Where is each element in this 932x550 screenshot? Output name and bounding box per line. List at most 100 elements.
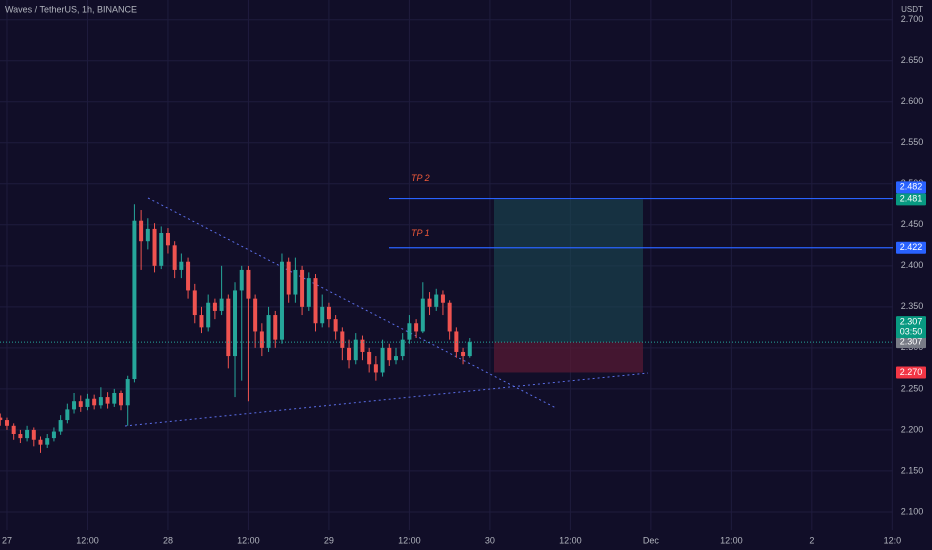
x-tick-label: 27 [2, 535, 12, 545]
candle-body [239, 269, 244, 291]
candle-body [279, 261, 284, 340]
candle-body [145, 228, 150, 242]
candle-body [51, 431, 56, 439]
y-tick-label: 2.600 [901, 96, 924, 106]
candle-body [266, 315, 271, 348]
candle-body [132, 220, 137, 380]
y-tick-label: 2.100 [901, 506, 924, 516]
candle-body [58, 420, 63, 432]
candle-body [313, 278, 318, 324]
y-tick-label: 2.650 [901, 55, 924, 65]
x-tick-label: 30 [485, 535, 495, 545]
candle-body [206, 302, 211, 328]
y-tick-label: 2.250 [901, 383, 924, 393]
candle-body [0, 417, 3, 421]
candle-body [467, 342, 472, 357]
candle-body [72, 401, 77, 410]
candle-body [253, 298, 258, 332]
candle-body [179, 261, 184, 270]
x-tick-label: 12:00 [398, 535, 421, 545]
candle-body [186, 261, 191, 291]
y-tick-label: 2.700 [901, 14, 924, 24]
candle-body [118, 392, 123, 406]
candle-body [18, 434, 23, 439]
last-price: 2.307 [900, 316, 923, 326]
candle-body [45, 438, 50, 445]
candle-body [139, 220, 144, 242]
candle-body [4, 420, 9, 426]
candle-body [440, 294, 445, 303]
candle-body [172, 245, 177, 270]
candle-body [165, 233, 170, 246]
candle-body [212, 302, 217, 311]
candle-body [347, 347, 352, 361]
candle-body [320, 306, 325, 324]
candle-body [125, 379, 130, 406]
entry-price-tag: 2.307 [900, 336, 923, 346]
candle-body [233, 290, 238, 357]
entry-price-tag-box [896, 336, 926, 349]
candle-body [293, 269, 298, 295]
candle-body [98, 397, 103, 406]
target-tag-box [896, 241, 926, 254]
candle-body [273, 315, 278, 340]
countdown: 03:50 [900, 326, 923, 336]
candle-body [434, 294, 439, 307]
candle-body [152, 228, 157, 266]
target-tag: 2.422 [900, 242, 923, 252]
x-tick-label: 12:00 [720, 535, 743, 545]
candle-body [92, 398, 97, 406]
candle-body [226, 298, 231, 357]
target-label: TP 1 [411, 228, 430, 238]
candle-body [326, 306, 331, 320]
position: TP 2 TP 1 [389, 173, 893, 373]
x-tick-label: 28 [163, 535, 173, 545]
candle-body [31, 429, 36, 440]
target-price-tag-box [896, 193, 926, 206]
candle-body [414, 323, 419, 332]
candle-body [286, 261, 291, 295]
candle-body [78, 401, 83, 407]
target-label: TP 2 [411, 173, 430, 183]
y-tick-label: 2.550 [901, 137, 924, 147]
y-tick-label: 2.150 [901, 465, 924, 475]
candle-body [447, 302, 452, 332]
candle-body [11, 425, 16, 435]
profit-zone [494, 199, 643, 343]
x-tick-label: 12:0 [884, 535, 902, 545]
candle-body [246, 269, 251, 299]
x-tick-label: 12:00 [76, 535, 99, 545]
candle-body [112, 392, 117, 404]
stop-price-tag-box [896, 366, 926, 379]
candle-body [259, 331, 264, 348]
candle-body [380, 347, 385, 373]
candle-body [38, 439, 43, 445]
candle-body [192, 290, 197, 316]
candles [0, 204, 893, 453]
candle-body [393, 356, 398, 361]
candle-body [420, 298, 425, 332]
x-tick-label: 29 [324, 535, 334, 545]
x-tick-label: 2 [809, 535, 814, 545]
y-tick-label: 2.200 [901, 424, 924, 434]
candle-body [300, 269, 305, 307]
candle-body [219, 298, 224, 311]
candle-body [427, 298, 432, 307]
grid [0, 0, 893, 530]
loss-zone [494, 342, 643, 373]
candle-body [65, 409, 70, 421]
candle-body [461, 351, 466, 357]
x-tick-label: Dec [643, 535, 660, 545]
candle-body [25, 429, 30, 439]
candle-body [353, 339, 358, 361]
stop-price-tag: 2.270 [900, 367, 923, 377]
target-tag: 2.482 [900, 182, 923, 192]
x-tick-label: 12:00 [237, 535, 260, 545]
candle-body [373, 364, 378, 373]
y-tick-label: 2.400 [901, 260, 924, 270]
candle-body [159, 233, 164, 266]
candle-body [85, 398, 90, 407]
chart-title: Waves / TetherUS, 1h, BINANCE [5, 4, 137, 14]
